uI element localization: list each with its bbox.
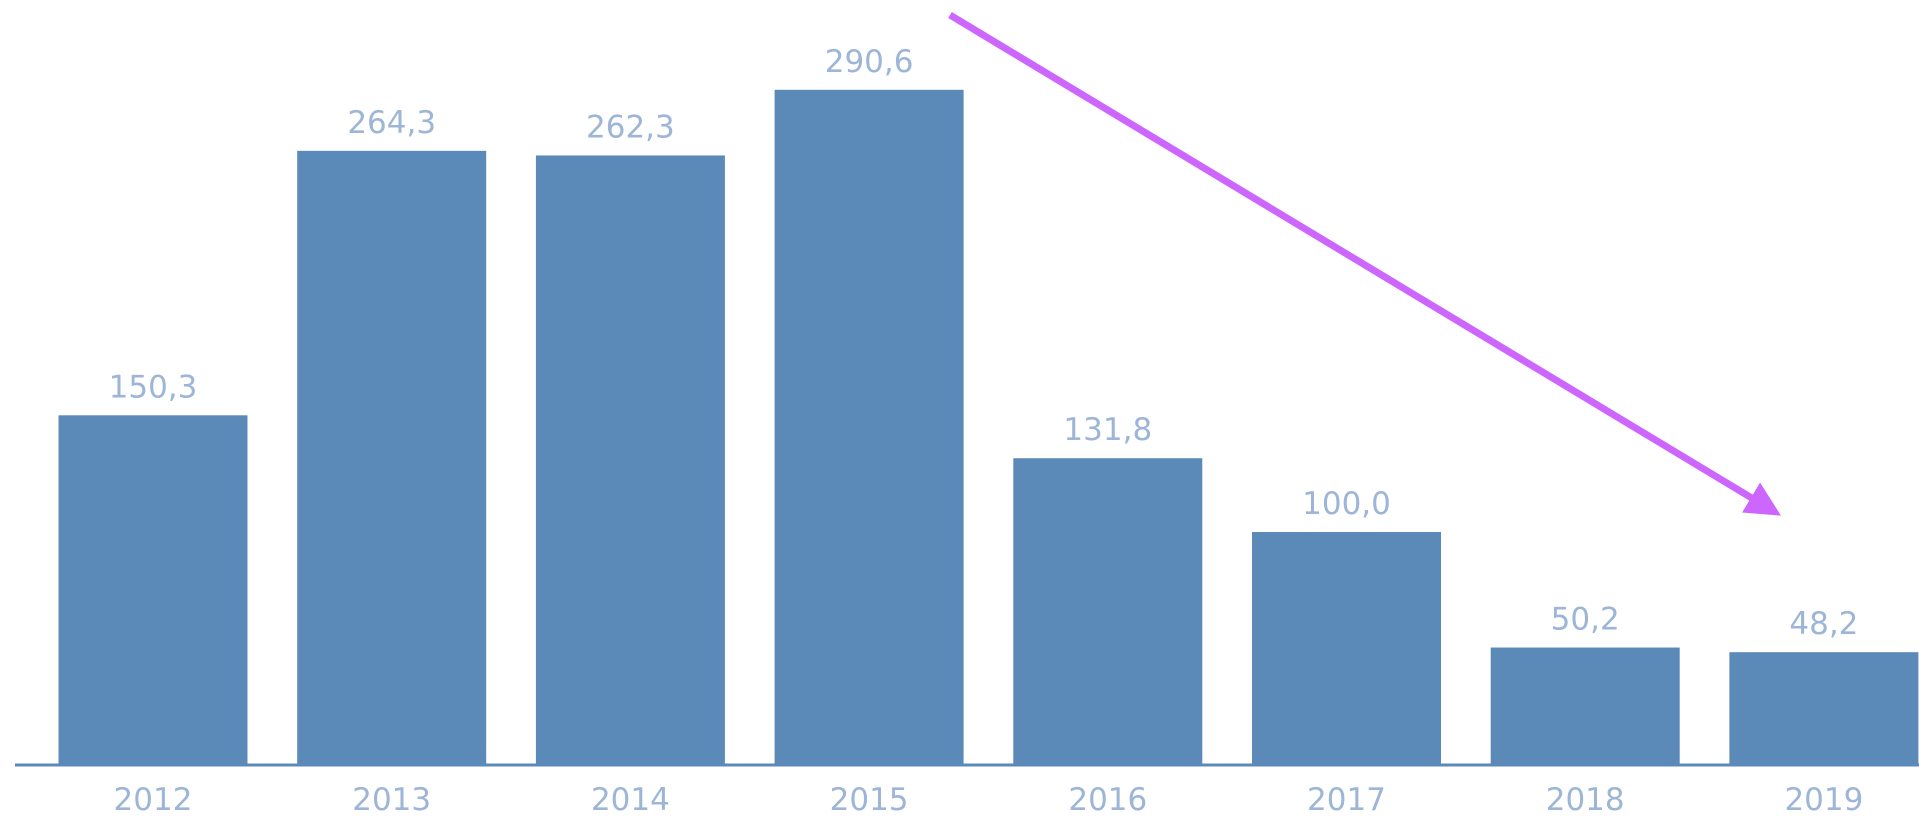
x-tick-label: 2014: [591, 782, 670, 816]
bar: [774, 89, 964, 765]
bar: [535, 155, 725, 765]
x-tick-label: 2012: [114, 782, 193, 816]
x-tick-label: 2018: [1546, 782, 1625, 816]
bar: [58, 415, 248, 764]
x-tick-label: 2016: [1068, 782, 1147, 816]
x-tick-label: 2013: [352, 782, 431, 816]
bar: [1729, 652, 1919, 764]
value-label: 50,2: [1551, 602, 1620, 638]
bar: [1252, 532, 1441, 764]
value-label: 262,3: [586, 109, 675, 145]
x-tick-label: 2019: [1784, 782, 1863, 816]
trend-arrow: [948, 12, 1781, 516]
value-label: 150,3: [109, 369, 198, 405]
value-label: 48,2: [1789, 606, 1858, 642]
bar: [1013, 458, 1203, 764]
bar: [1490, 647, 1680, 764]
bar: [297, 150, 487, 765]
x-tick-label: 2015: [830, 782, 909, 816]
value-label: 264,3: [347, 105, 436, 141]
value-label: 290,6: [825, 44, 914, 80]
value-label: 100,0: [1302, 486, 1391, 522]
x-tick-label: 2017: [1307, 782, 1386, 816]
value-label: 131,8: [1063, 412, 1152, 448]
